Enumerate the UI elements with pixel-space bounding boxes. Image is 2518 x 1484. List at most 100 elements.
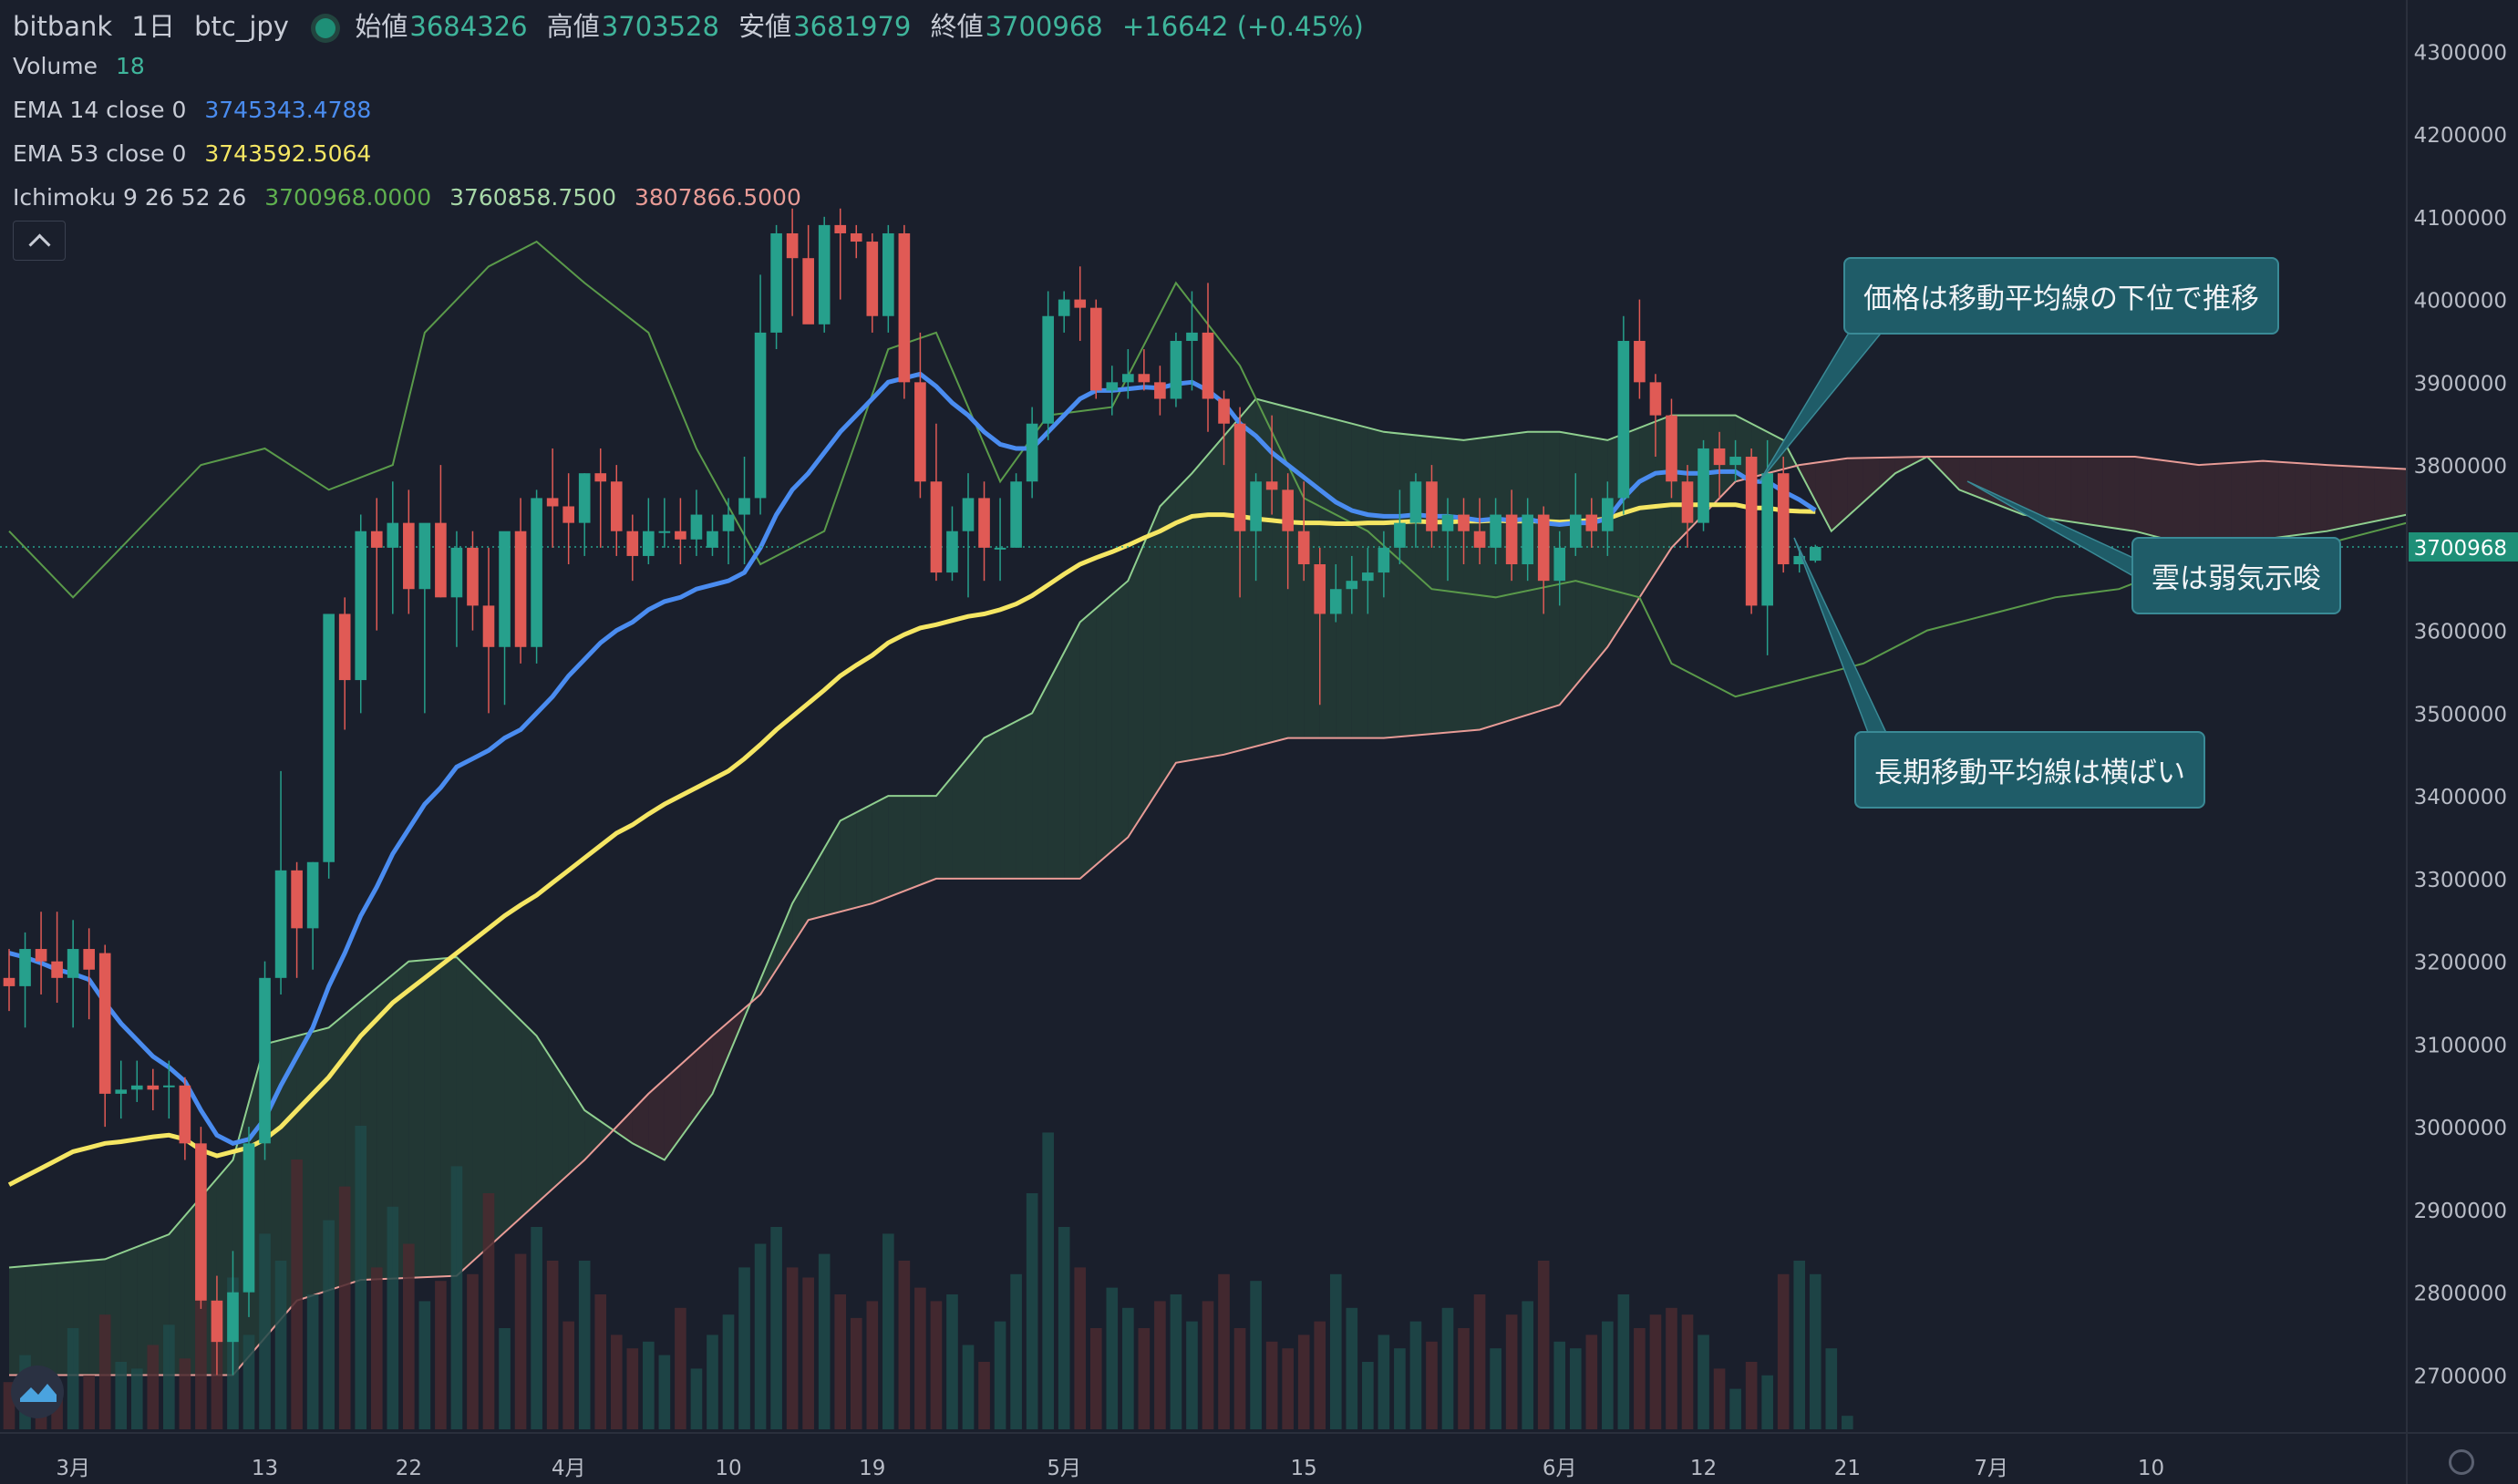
candle-up: [818, 224, 831, 325]
gear-icon[interactable]: [2449, 1449, 2474, 1475]
ema14-legend[interactable]: EMA 14 close 0 3745343.4788: [13, 97, 382, 123]
price-tick-label: 2900000: [2414, 1200, 2507, 1223]
volume-bar: [98, 1314, 111, 1429]
candle-up: [227, 1292, 239, 1343]
last-price-label: 3700968: [2414, 537, 2507, 561]
candle-down: [546, 498, 559, 507]
volume-bar: [1713, 1368, 1726, 1429]
volume-legend[interactable]: Volume 18: [13, 53, 156, 79]
close-label: 終値: [930, 11, 984, 42]
candle-up: [1026, 423, 1038, 482]
candle-down: [403, 522, 415, 590]
ema14-label: EMA 14 close 0: [13, 97, 187, 123]
volume-bar: [274, 1261, 287, 1429]
cloud-bullish-segment: [808, 848, 825, 921]
cloud-bullish-segment: [408, 960, 425, 1278]
candle-up: [1042, 315, 1054, 424]
bitbank-logo-icon[interactable]: [11, 1365, 64, 1418]
cloud-bullish-segment: [1495, 434, 1512, 726]
volume-bar: [1729, 1388, 1741, 1429]
candle-down: [1681, 481, 1694, 523]
volume-bar: [450, 1166, 463, 1429]
volume-bar: [1138, 1328, 1151, 1429]
cloud-bullish-segment: [1480, 436, 1496, 730]
ema53-legend[interactable]: EMA 53 close 0 3743592.5064: [13, 140, 382, 167]
candle-down: [1218, 398, 1230, 424]
volume-bar: [1058, 1227, 1070, 1429]
candle-down: [1537, 514, 1550, 582]
volume-bar: [658, 1355, 671, 1429]
cloud-bullish-segment: [760, 941, 777, 994]
volume-bar: [1282, 1348, 1294, 1429]
low-value: 3681979: [793, 11, 912, 42]
candle-down: [1473, 531, 1486, 548]
ichimoku-value-2: 3760858.7500: [449, 184, 616, 211]
time-tick-label: 5月: [1047, 1457, 1081, 1480]
volume-bars: [3, 1126, 1853, 1429]
candle-down: [914, 382, 926, 482]
cloud-bullish-segment: [1047, 652, 1065, 879]
ichimoku-legend[interactable]: Ichimoku 9 26 52 26 3700968.0000 3760858…: [13, 184, 812, 211]
volume-bar: [531, 1227, 542, 1429]
cloud-bearish-segment: [2007, 457, 2024, 515]
volume-bar: [1634, 1328, 1646, 1429]
cloud-bearish-segment: [2246, 460, 2264, 542]
cloud-bullish-segment: [504, 1004, 521, 1232]
cloud-bearish-segment: [616, 1110, 633, 1144]
interval-label[interactable]: 1日: [131, 11, 175, 42]
collapse-legend-button[interactable]: [13, 221, 66, 261]
candles: [3, 208, 1821, 1376]
price-tick-label: 4100000: [2414, 207, 2507, 231]
volume-bar: [147, 1345, 160, 1429]
cloud-bearish-segment: [2278, 461, 2296, 538]
symbol-name[interactable]: btc_jpy: [194, 11, 289, 42]
callout-price-below-ma: 価格は移動平均線の下位で推移: [1843, 257, 2279, 335]
change-value: +16642 (+0.45%): [1121, 11, 1364, 42]
cloud-bullish-segment: [1208, 436, 1224, 757]
volume-value: 18: [115, 53, 145, 79]
cloud-bullish-segment: [1512, 431, 1528, 720]
cloud-bearish-segment: [2214, 462, 2232, 546]
time-tick-label: 4月: [552, 1457, 586, 1480]
market-status-icon: [315, 18, 336, 38]
candle-down: [1265, 481, 1278, 490]
cloud-bearish-segment: [2119, 457, 2135, 531]
candle-up: [130, 1085, 143, 1090]
ema14-value: 3745343.4788: [204, 97, 372, 123]
volume-bar: [1522, 1301, 1533, 1429]
cloud-bullish-segment: [1304, 411, 1320, 738]
candle-up: [115, 1089, 128, 1094]
cloud-bullish-segment: [792, 875, 809, 945]
volume-bar: [418, 1301, 431, 1429]
candle-up: [1122, 374, 1134, 383]
volume-bar: [770, 1227, 782, 1429]
cloud-bearish-segment: [648, 1079, 665, 1160]
cloud-bullish-segment: [1175, 473, 1192, 763]
cloud-bullish-segment: [25, 1264, 42, 1376]
candle-down: [1713, 448, 1726, 466]
candle-down: [51, 961, 63, 978]
cloud-bullish-segment: [1399, 433, 1416, 737]
volume-bar: [259, 1233, 271, 1429]
volume-bar: [323, 1220, 335, 1429]
cloud-bullish-segment: [1128, 543, 1144, 838]
candle-down: [179, 1085, 191, 1144]
volume-bar: [562, 1321, 574, 1429]
volume-bar: [83, 1375, 95, 1429]
candle-up: [19, 949, 31, 986]
time-tick-label: 7月: [1974, 1457, 2008, 1480]
candle-up: [1698, 448, 1709, 523]
volume-bar: [1569, 1348, 1582, 1429]
volume-bar: [355, 1126, 367, 1429]
candle-up: [1058, 299, 1070, 316]
volume-bar: [1681, 1314, 1694, 1429]
price-tick-label: 2800000: [2414, 1283, 2507, 1306]
candle-down: [834, 224, 847, 233]
volume-bar: [1553, 1341, 1566, 1429]
volume-bar: [786, 1267, 799, 1429]
volume-bar: [707, 1335, 718, 1429]
candle-up: [1106, 382, 1119, 391]
volume-bar: [546, 1261, 559, 1429]
cloud-bullish-segment: [1719, 415, 1736, 499]
